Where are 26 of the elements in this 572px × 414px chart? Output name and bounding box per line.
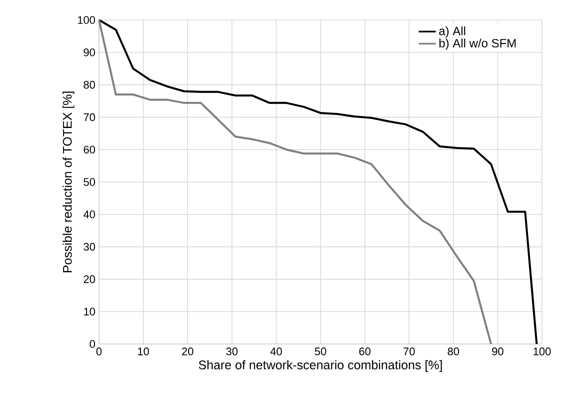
y-tick-label: 100 — [78, 16, 96, 24]
y-tick-label: 0 — [90, 340, 96, 348]
x-tick-label: 80 — [448, 348, 460, 356]
legend-label: b) All w/o SFM — [439, 38, 516, 50]
x-tick-label: 10 — [138, 348, 149, 356]
x-tick-label: 100 — [534, 348, 551, 356]
y-tick-label: 20 — [84, 275, 96, 284]
x-tick-label: 0 — [96, 348, 102, 356]
x-tick-label: 40 — [270, 348, 282, 356]
y-tick-label: 70 — [84, 113, 96, 122]
y-tick-label: 80 — [84, 80, 96, 89]
y-tick-label: 50 — [84, 178, 96, 186]
x-tick-label: 30 — [226, 348, 238, 356]
x-tick-label: 20 — [182, 348, 194, 356]
y-tick-label: 90 — [84, 48, 96, 56]
y-axis-title: Possible reduction of TOTEX [%] — [62, 92, 74, 272]
x-axis-title: Share of network-scenario combinations [%] — [198, 360, 442, 372]
y-tick-label: 40 — [83, 210, 96, 218]
x-tick-label: 50 — [314, 348, 326, 356]
x-tick-label: 60 — [359, 348, 370, 356]
y-tick-label: 30 — [84, 242, 96, 251]
legend-label: a) All — [439, 26, 466, 38]
x-tick-label: 70 — [404, 348, 415, 356]
x-tick-label: 90 — [492, 348, 504, 356]
y-tick-label: 60 — [84, 146, 96, 154]
y-tick-label: 10 — [84, 308, 96, 316]
